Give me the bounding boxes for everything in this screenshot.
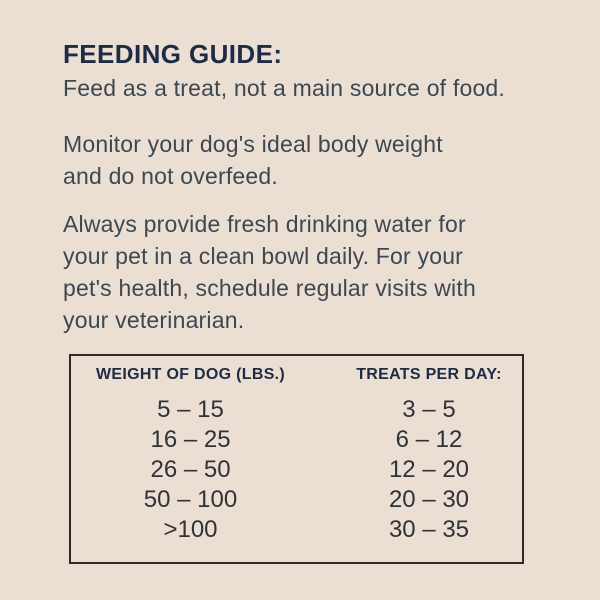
paragraph-monitor-weight: Monitor your dog's ideal body weight and… <box>63 128 548 192</box>
paragraph-fresh-water: Always provide fresh drinking water for … <box>63 208 548 336</box>
treats-cell: 20 – 30 <box>388 486 470 513</box>
paragraph-line: pet's health, schedule regular visits wi… <box>63 275 476 301</box>
table-header-weight: WEIGHT OF DOG (LBS.) <box>95 366 286 383</box>
paragraph-line: Monitor your dog's ideal body weight <box>63 131 443 157</box>
paragraph-line: your veterinarian. <box>63 307 245 333</box>
feeding-table: WEIGHT OF DOG (LBS.) TREATS PER DAY: 5 –… <box>69 354 524 564</box>
table-header-treats: TREATS PER DAY: <box>356 366 502 383</box>
weight-cell: 26 – 50 <box>150 456 231 483</box>
treats-cell: 12 – 20 <box>388 456 470 483</box>
weight-cell: 16 – 25 <box>150 426 231 453</box>
table-row: 26 – 50 12 – 20 <box>71 455 522 485</box>
weight-cell: 5 – 15 <box>157 396 224 423</box>
feeding-guide-title: FEEDING GUIDE: <box>63 39 283 69</box>
weight-cell: >100 <box>163 516 218 543</box>
weight-cell: 50 – 100 <box>143 486 238 513</box>
paragraph-line: Always provide fresh drinking water for <box>63 211 466 237</box>
treats-cell: 6 – 12 <box>395 426 463 453</box>
table-row: 5 – 15 3 – 5 <box>71 395 522 425</box>
treats-cell: 3 – 5 <box>402 396 456 423</box>
paragraph-line: Feed as a treat, not a main source of fo… <box>63 75 506 101</box>
table-row: 16 – 25 6 – 12 <box>71 425 522 455</box>
table-row: >100 30 – 35 <box>71 515 522 545</box>
treats-cell: 30 – 35 <box>388 516 470 543</box>
paragraph-feed-as-treat: Feed as a treat, not a main source of fo… <box>63 72 548 104</box>
table-header-row: WEIGHT OF DOG (LBS.) TREATS PER DAY: <box>71 365 522 385</box>
table-row: 50 – 100 20 – 30 <box>71 485 522 515</box>
paragraph-line: your pet in a clean bowl daily. For your <box>63 243 464 269</box>
paragraph-line: and do not overfeed. <box>63 163 278 189</box>
